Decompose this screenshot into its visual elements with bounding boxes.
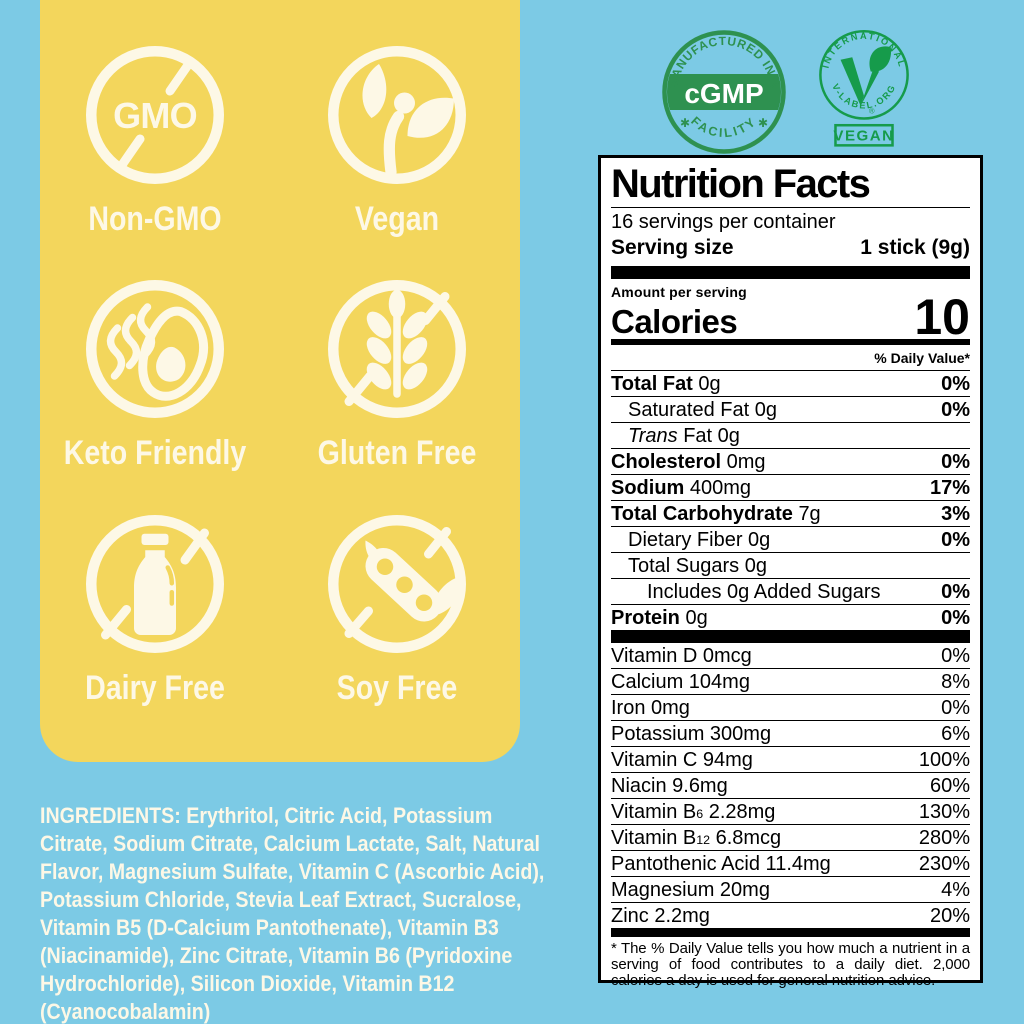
serving-size-row: Serving size 1 stick (9g) (611, 236, 970, 260)
registered-mark: ® (869, 106, 875, 115)
medium-divider (611, 339, 970, 345)
nutrient-row-trans-fat: Trans Fat 0g (611, 422, 970, 448)
no-wheat-icon (328, 280, 466, 418)
no-soy-icon (328, 515, 466, 653)
serving-size-label: Serving size (611, 236, 734, 259)
nutrient-row-sodium: Sodium 400mg 17% (611, 474, 970, 500)
servings-per-container: 16 servings per container (611, 211, 836, 233)
nutrient-row-added-sugars: Includes 0g Added Sugars 0% (611, 578, 970, 604)
nutrient-row-total-carbohydrate: Total Carbohydrate 7g 3% (611, 500, 970, 526)
nutrition-facts-title: Nutrition Facts (611, 162, 871, 206)
cgmp-center-text: cGMP (684, 78, 763, 109)
thick-divider (611, 630, 970, 643)
calories-row: Calories 10 (611, 289, 970, 345)
nutrition-facts-panel: Nutrition Facts 16 servings per containe… (598, 155, 983, 988)
feature-gluten-free: Gluten Free (277, 274, 517, 470)
vitamin-row-potassium: Potassium 300mg 6% (611, 720, 970, 746)
feature-label: Keto Friendly (63, 434, 247, 472)
feature-keto-friendly: Keto Friendly (35, 274, 275, 470)
ingredients-label: INGREDIENTS: (40, 803, 181, 828)
vitamin-row-niacin: Niacin 9.6mg 60% (611, 772, 970, 798)
nutrient-row-saturated-fat: Saturated Fat 0g 0% (611, 396, 970, 422)
feature-label: Gluten Free (317, 434, 477, 472)
feature-vegan: Vegan (277, 40, 517, 236)
calories-value: 10 (914, 289, 970, 345)
vegan-sprout-icon (328, 46, 466, 184)
daily-value-header: % Daily Value* (874, 350, 970, 366)
vegan-vlabel-badge: INTERNATIONAL V-LABEL.ORG ® VEGAN (819, 30, 909, 147)
vitamin-row-vitamin-d: Vitamin D 0mcg 0% (611, 644, 970, 667)
ingredients-text: INGREDIENTS: Erythritol, Citric Acid, Po… (40, 803, 545, 1024)
feature-soy-free: Soy Free (277, 509, 517, 705)
serving-size-value: 1 stick (9g) (860, 236, 970, 259)
cgmp-facility-badge: cGMP MANUFACTURED IN A FACILITY ✱ ✱ (662, 30, 786, 154)
nutrient-row-protein: Protein 0g 0% (611, 604, 970, 630)
cgmp-star-left-icon: ✱ (680, 116, 690, 130)
feature-dairy-free: Dairy Free (35, 509, 275, 705)
feature-badges-panel: GMO Non-GMO Vegan Keto Fri (40, 0, 520, 762)
thick-divider (611, 266, 970, 279)
vitamin-row-pantothenic-acid: Pantothenic Acid 11.4mg 230% (611, 850, 970, 876)
svg-text:INTERNATIONAL: INTERNATIONAL (821, 31, 908, 69)
vitamin-row-zinc: Zinc 2.2mg 20% (611, 902, 970, 928)
nutrient-row-dietary-fiber: Dietary Fiber 0g 0% (611, 526, 970, 552)
feature-label: Non-GMO (88, 200, 222, 238)
vegan-box-label: VEGAN (833, 128, 894, 145)
nutrient-row-total-fat: Total Fat 0g 0% (611, 370, 970, 396)
calories-label: Calories (611, 303, 738, 340)
avocado-icon (86, 280, 224, 418)
no-milk-icon (86, 515, 224, 653)
gmo-icon-text: GMO (113, 95, 197, 136)
nutrient-row-total-sugars: Total Sugars 0g (611, 552, 970, 578)
vitamin-row-iron: Iron 0mg 0% (611, 694, 970, 720)
non-gmo-icon: GMO (86, 46, 224, 184)
thick-divider (611, 928, 970, 937)
amount-per-serving-label: Amount per serving (611, 284, 747, 300)
vitamin-row-calcium: Calcium 104mg 8% (611, 668, 970, 694)
feature-label: Soy Free (336, 669, 458, 707)
feature-non-gmo: GMO Non-GMO (35, 40, 275, 236)
nutrient-row-cholesterol: Cholesterol 0mg 0% (611, 448, 970, 474)
feature-label: Dairy Free (85, 669, 225, 707)
vitamin-row-vitamin-b6: Vitamin B6 2.28mg 130% (611, 798, 970, 824)
svg-text:FACILITY: FACILITY (688, 114, 759, 140)
vlabel-arc-top: INTERNATIONAL (821, 31, 906, 69)
daily-value-footnote: * The % Daily Value tells you how much a… (611, 940, 970, 989)
vitamin-row-vitamin-c: Vitamin C 94mg 100% (611, 746, 970, 772)
vitamin-row-vitamin-b12: Vitamin B12 6.8mcg 280% (611, 824, 970, 850)
cgmp-arc-bottom: FACILITY (688, 114, 757, 140)
feature-label: Vegan (354, 200, 440, 238)
cgmp-star-right-icon: ✱ (758, 116, 768, 130)
vitamin-row-magnesium: Magnesium 20mg 4% (611, 876, 970, 902)
